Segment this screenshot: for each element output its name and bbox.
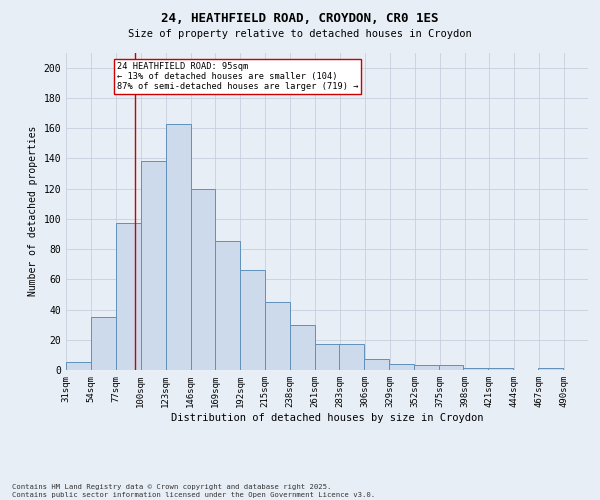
Bar xyxy=(315,344,340,370)
Bar xyxy=(364,360,389,370)
Bar xyxy=(413,366,439,370)
Bar xyxy=(439,366,463,370)
Text: Contains HM Land Registry data © Crown copyright and database right 2025.
Contai: Contains HM Land Registry data © Crown c… xyxy=(12,484,375,498)
Bar xyxy=(265,302,290,370)
Text: 24, HEATHFIELD ROAD, CROYDON, CR0 1ES: 24, HEATHFIELD ROAD, CROYDON, CR0 1ES xyxy=(161,12,439,26)
Bar xyxy=(191,188,215,370)
Bar xyxy=(339,344,364,370)
Bar xyxy=(290,324,315,370)
Bar xyxy=(91,317,116,370)
Bar xyxy=(538,368,563,370)
Bar xyxy=(66,362,91,370)
Bar xyxy=(215,242,241,370)
Bar xyxy=(166,124,191,370)
Text: 24 HEATHFIELD ROAD: 95sqm
← 13% of detached houses are smaller (104)
87% of semi: 24 HEATHFIELD ROAD: 95sqm ← 13% of detac… xyxy=(117,62,358,92)
Bar xyxy=(116,224,141,370)
Text: Size of property relative to detached houses in Croydon: Size of property relative to detached ho… xyxy=(128,29,472,39)
Bar xyxy=(463,368,488,370)
X-axis label: Distribution of detached houses by size in Croydon: Distribution of detached houses by size … xyxy=(171,412,483,422)
Bar xyxy=(241,270,265,370)
Bar xyxy=(488,368,513,370)
Bar xyxy=(389,364,413,370)
Bar xyxy=(141,162,166,370)
Y-axis label: Number of detached properties: Number of detached properties xyxy=(28,126,38,296)
